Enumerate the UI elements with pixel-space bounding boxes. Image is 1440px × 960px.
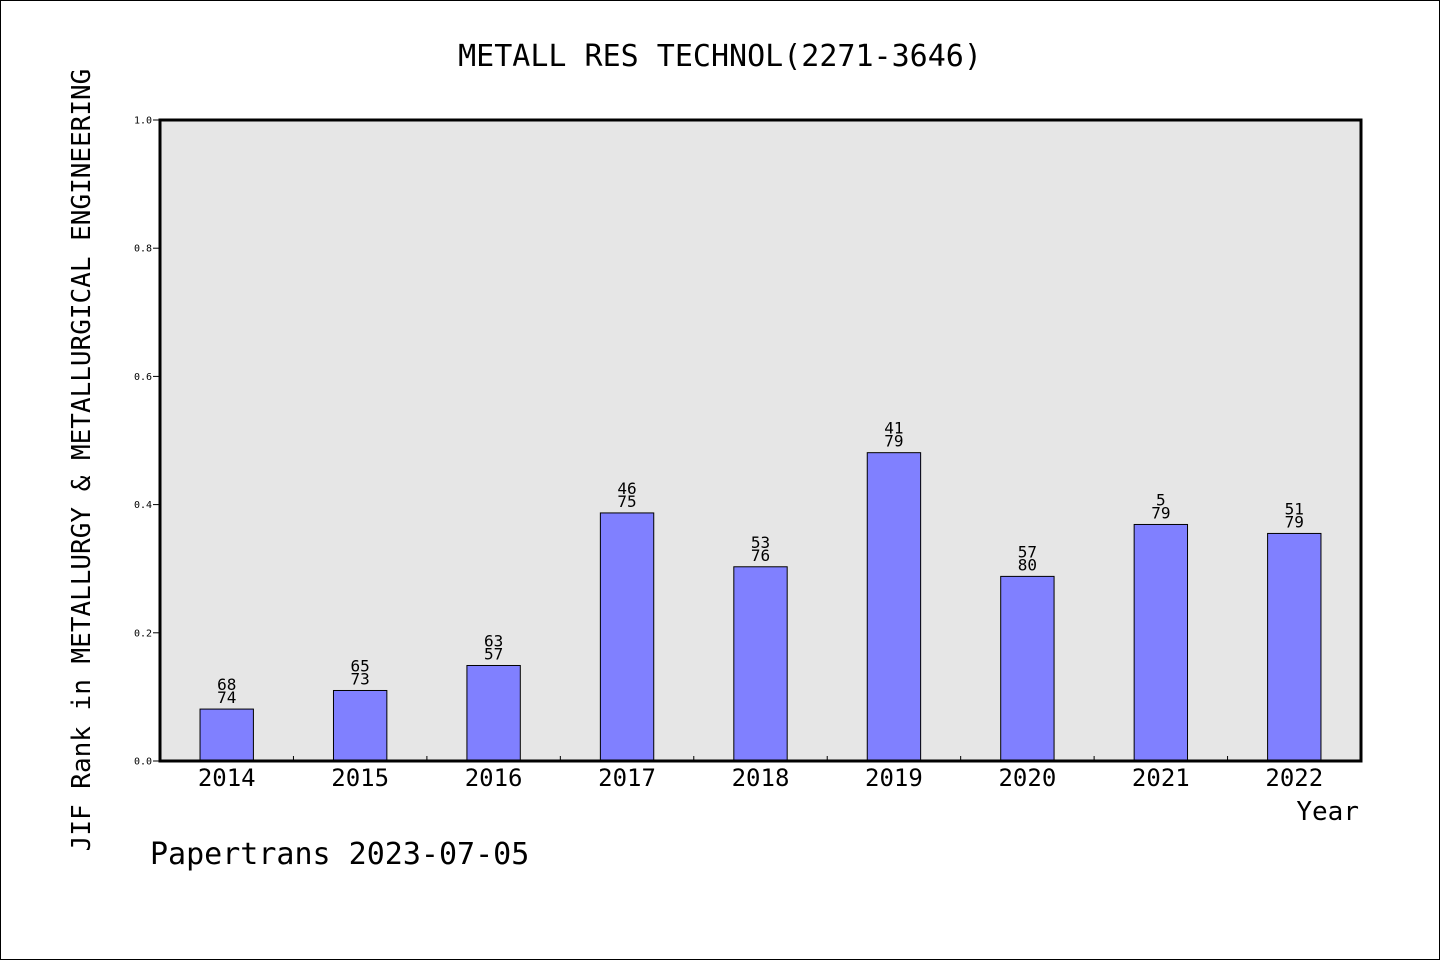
bar-total-label: 74 [217, 688, 236, 707]
bar-total-label: 75 [617, 492, 636, 511]
bar-rank-label: 53 [751, 533, 770, 552]
bar [1000, 575, 1055, 762]
y-axis-label: JIF Rank in METALLURGY & METALLURGICAL E… [67, 69, 97, 852]
bar [466, 664, 521, 762]
plot-border [158, 118, 1363, 763]
y-tick-label: 0.0 [134, 757, 152, 768]
bar-total-label: 79 [1151, 503, 1170, 522]
chart-title: METALL RES TECHNOL(2271-3646) [458, 39, 982, 74]
bar-total-label: 76 [751, 546, 770, 565]
x-tick-label: 2017 [598, 764, 656, 792]
bar [866, 452, 922, 762]
x-tick-label: 2020 [998, 764, 1056, 792]
x-axis: 2014 2015 2016 2017 2018 2019 2020 2021 2022 [198, 756, 1323, 792]
x-tick-label: 2016 [465, 764, 523, 792]
x-tick-label: 2021 [1132, 764, 1190, 792]
bar-rank-label: 5 [1156, 490, 1166, 509]
x-axis-label: Year [1296, 797, 1359, 827]
bar-rank-label: 63 [484, 631, 503, 650]
bar [332, 689, 388, 762]
y-tick-label: 1.0 [134, 116, 152, 127]
y-tick-label: 0.4 [134, 500, 152, 511]
bar [733, 566, 788, 762]
x-tick-label: 2019 [865, 764, 923, 792]
x-tick-label: 2018 [732, 764, 790, 792]
x-tick-label: 2022 [1265, 764, 1323, 792]
bar-total-label: 73 [351, 669, 370, 688]
bar-total-label: 79 [1285, 512, 1304, 531]
bar [599, 512, 655, 762]
bar-total-label: 79 [884, 432, 903, 451]
bar [1267, 532, 1322, 762]
x-tick-label: 2014 [198, 764, 256, 792]
bar [199, 708, 254, 762]
x-tick-label: 2015 [331, 764, 389, 792]
bar-rank-label: 57 [1018, 542, 1037, 561]
y-tick-label: 0.6 [134, 372, 152, 383]
bar-rank-label: 41 [884, 419, 903, 438]
watermark-text: Papertrans 2023-07-05 [150, 837, 529, 872]
bar-rank-label: 51 [1285, 499, 1304, 518]
y-axis: 0.0 0.2 0.4 0.6 0.8 1.0 [134, 116, 160, 768]
bar-rank-label: 65 [351, 656, 370, 675]
bar [1133, 523, 1189, 762]
bar-rank-label: 68 [217, 675, 236, 694]
y-tick-label: 0.8 [134, 244, 152, 255]
bar-total-label: 80 [1018, 555, 1037, 574]
bar-rank-label: 46 [617, 479, 636, 498]
y-tick-label: 0.2 [134, 628, 152, 639]
bar-total-label: 57 [484, 644, 503, 663]
